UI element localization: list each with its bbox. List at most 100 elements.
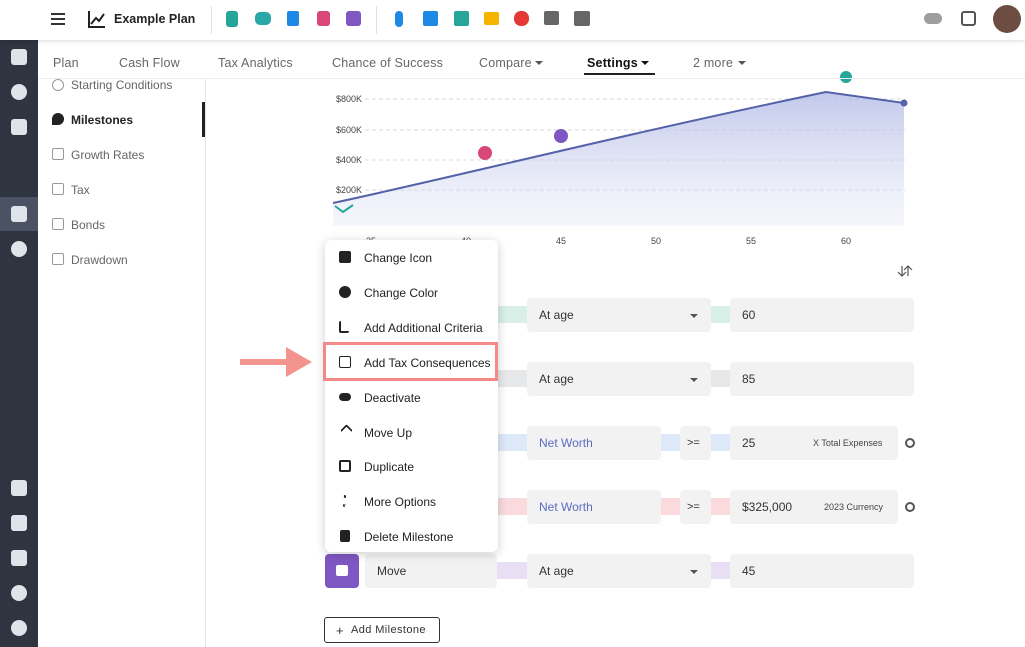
- side-item[interactable]: Starting Conditions: [71, 78, 173, 92]
- tool-icon[interactable]: [423, 11, 438, 26]
- nav-icon[interactable]: [11, 84, 27, 100]
- divider: [376, 6, 377, 34]
- nav-icon[interactable]: [11, 480, 27, 496]
- nav-rail: [0, 0, 38, 647]
- tab[interactable]: Cash Flow: [119, 56, 180, 70]
- menu-item[interactable]: Add Additional Criteria: [364, 321, 483, 335]
- tab[interactable]: 2 more: [693, 56, 734, 70]
- connector: [711, 498, 730, 515]
- tool-icon[interactable]: [317, 11, 330, 26]
- side-item[interactable]: Growth Rates: [71, 148, 145, 162]
- value-field[interactable]: 25: [730, 426, 898, 460]
- tab[interactable]: Compare: [479, 56, 532, 70]
- area: [333, 92, 904, 226]
- menu-item[interactable]: Change Icon: [364, 251, 433, 265]
- connector: [661, 434, 680, 451]
- unit: 2023 Currency: [824, 502, 884, 512]
- tool-icon[interactable]: [395, 11, 403, 27]
- menu-icon: [339, 460, 351, 472]
- tool-icon[interactable]: [255, 12, 271, 25]
- side-icon: [52, 253, 64, 265]
- side-item[interactable]: Bonds: [71, 218, 106, 232]
- x-label: 45: [556, 236, 566, 246]
- marker: [334, 204, 354, 214]
- menu-item[interactable]: Delete Milestone: [364, 530, 454, 544]
- cloud-icon[interactable]: [924, 13, 942, 24]
- condition-select[interactable]: Net Worth: [527, 490, 661, 524]
- highlight-box: [323, 342, 498, 381]
- add-milestone-button[interactable]: + Add Milestone: [324, 617, 440, 643]
- gear[interactable]: [905, 438, 915, 448]
- condition-select[interactable]: At age: [527, 362, 711, 396]
- value-field[interactable]: 45: [730, 554, 914, 588]
- menu-item[interactable]: Add Tax Consequences: [364, 356, 491, 370]
- connector: [711, 562, 730, 579]
- side-active: [202, 102, 205, 137]
- avatar[interactable]: [993, 5, 1021, 33]
- top-bar: Example Plan: [0, 0, 1025, 40]
- marker: [554, 129, 568, 143]
- line: [332, 90, 905, 204]
- connector: [711, 434, 730, 451]
- gear[interactable]: [905, 502, 915, 512]
- tabs-border: [38, 78, 1025, 79]
- name-field[interactable]: Move: [365, 554, 497, 588]
- nav-icon[interactable]: [11, 206, 27, 222]
- nav-icon[interactable]: [11, 49, 27, 65]
- value-field[interactable]: 60: [730, 298, 914, 332]
- menu-button[interactable]: [51, 13, 65, 15]
- tool-icon[interactable]: [226, 11, 238, 27]
- nav-icon[interactable]: [11, 241, 27, 257]
- menu-icon: [339, 286, 351, 298]
- operator[interactable]: >=: [680, 490, 711, 524]
- pointer-arrow: [240, 347, 312, 377]
- tool-icon[interactable]: [484, 12, 499, 25]
- nav-icon[interactable]: [11, 119, 27, 135]
- side-icon: [52, 148, 64, 160]
- tool-icon[interactable]: [544, 11, 559, 25]
- menu-item[interactable]: Move Up: [364, 426, 413, 440]
- menu-item[interactable]: Duplicate: [364, 460, 415, 474]
- side-border: [205, 78, 206, 647]
- select-caret: [690, 570, 698, 574]
- icon: [336, 565, 348, 576]
- value-field[interactable]: $325,000: [730, 490, 898, 524]
- nav-icon[interactable]: [11, 620, 27, 636]
- nav-icon[interactable]: [11, 550, 27, 566]
- side-item[interactable]: Tax: [71, 183, 90, 197]
- y-label: $400K: [336, 155, 362, 165]
- condition-select[interactable]: Net Worth: [527, 426, 661, 460]
- menu-icon: [340, 530, 350, 542]
- milestone-icon-button[interactable]: [325, 554, 359, 588]
- nav-icon[interactable]: [11, 515, 27, 531]
- menu-icon: [343, 495, 346, 507]
- tool-icon[interactable]: [454, 11, 469, 26]
- tab[interactable]: Plan: [53, 56, 79, 70]
- condition-select[interactable]: At age: [527, 554, 711, 588]
- tab-active[interactable]: Settings: [587, 56, 638, 70]
- nav-icon[interactable]: [11, 585, 27, 601]
- tool-icon[interactable]: [514, 11, 529, 26]
- tool-icon[interactable]: [346, 11, 361, 26]
- operator[interactable]: >=: [680, 426, 711, 460]
- side-item[interactable]: Milestones: [71, 113, 134, 127]
- menu-item[interactable]: Deactivate: [364, 391, 421, 405]
- settings-icon[interactable]: [961, 11, 976, 26]
- value-field[interactable]: 85: [730, 362, 914, 396]
- plan-title[interactable]: Example Plan: [114, 12, 196, 26]
- menu-item[interactable]: More Options: [364, 495, 437, 509]
- sort-icon[interactable]: [897, 265, 913, 277]
- tool-icon[interactable]: [574, 11, 590, 26]
- tool-icon[interactable]: [287, 11, 299, 26]
- connector: [711, 306, 730, 323]
- select-caret: [690, 314, 698, 318]
- connector: [497, 498, 527, 515]
- tab[interactable]: Chance of Success: [332, 56, 444, 70]
- condition-select[interactable]: At age: [527, 298, 711, 332]
- side-item[interactable]: Drawdown: [71, 253, 128, 267]
- side-icon: [52, 218, 64, 230]
- tab-underline: [584, 73, 655, 75]
- menu-item[interactable]: Change Color: [364, 286, 439, 300]
- tab[interactable]: Tax Analytics: [218, 56, 293, 70]
